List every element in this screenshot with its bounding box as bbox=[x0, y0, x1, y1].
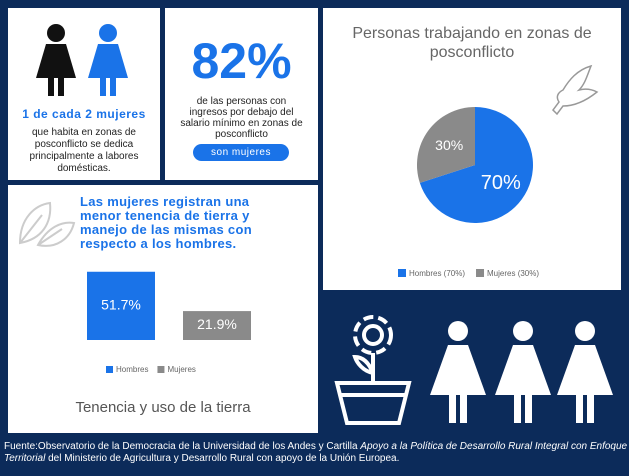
legend-label: Mujeres (30%) bbox=[487, 269, 539, 278]
pie-panel: Personas trabajando en zonas de posconfl… bbox=[323, 8, 621, 290]
stat-center-panel: 82% de las personas con ingresos por deb… bbox=[165, 8, 318, 180]
legend-swatch bbox=[106, 366, 113, 373]
pie-chart: 70% 30% Hombres (70%) Mujeres (30%) bbox=[398, 64, 599, 278]
leaf-icon bbox=[18, 201, 76, 247]
bar-label: 51.7% bbox=[101, 297, 141, 313]
stat-left-panel: 1 de cada 2 mujeres que habita en zonas … bbox=[8, 8, 160, 180]
legend-swatch bbox=[157, 366, 165, 373]
legend-swatch bbox=[398, 269, 406, 277]
bar-label: 21.9% bbox=[197, 316, 237, 332]
dove-icon bbox=[552, 64, 599, 116]
slice-label: 30% bbox=[435, 137, 463, 153]
headline: 1 de cada 2 mujeres bbox=[22, 107, 146, 121]
bar-chart: 51.7% 21.9% Hombres Mujeres bbox=[18, 201, 251, 374]
decorative-icons bbox=[334, 315, 613, 425]
chart-subtitle: Las mujeres registran una menor tenencia… bbox=[80, 194, 252, 251]
stat-text: de las personas con ingresos por debajo … bbox=[180, 96, 303, 140]
footer-source: Fuente:Observatorio de la Democracia de … bbox=[4, 441, 358, 452]
footer: Fuente:Observatorio de la Democracia de … bbox=[4, 441, 629, 465]
pie-slice bbox=[419, 107, 533, 223]
slice-label: 70% bbox=[481, 172, 521, 194]
footer-title: Apoyo a la Política de Desarrollo Rural … bbox=[4, 441, 628, 464]
stat-text: que habita en zonas de posconflicto se d… bbox=[29, 127, 139, 174]
bar-panel: 51.7% 21.9% Hombres Mujeres Las mujeres reg… bbox=[8, 185, 318, 433]
legend-label: Mujeres bbox=[167, 365, 195, 374]
legend-swatch bbox=[476, 269, 485, 277]
big-number: 82% bbox=[191, 33, 292, 89]
pie-slice bbox=[417, 107, 475, 183]
legend-label: Hombres bbox=[116, 365, 148, 374]
legend-label: Hombres (70%) bbox=[409, 269, 465, 278]
bar bbox=[87, 271, 155, 340]
chart-title: Tenencia y uso de la tierra bbox=[75, 399, 251, 416]
footer-rest: del Ministerio de Agricultura y Desarrol… bbox=[48, 453, 400, 464]
women-icon bbox=[36, 24, 128, 96]
bar bbox=[183, 311, 251, 340]
chart-title: Personas trabajando en zonas de posconfl… bbox=[352, 25, 592, 61]
button: son mujeres bbox=[193, 144, 289, 161]
